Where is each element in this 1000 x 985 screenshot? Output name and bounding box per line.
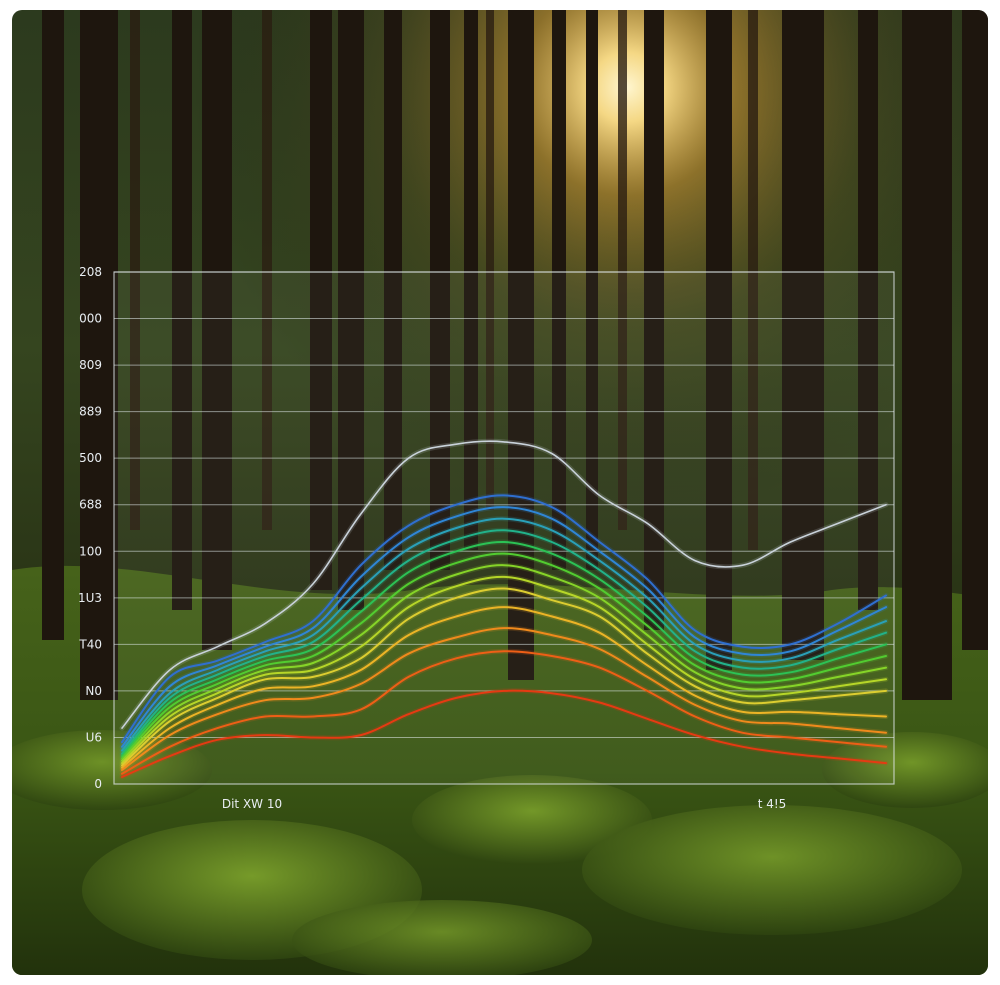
series-line: [121, 627, 887, 771]
y-tick-label: T40: [78, 637, 102, 651]
x-tick-label: t 4!5: [758, 797, 787, 811]
series-line: [121, 529, 887, 755]
series-line: [121, 494, 887, 744]
series-line: [121, 564, 887, 762]
y-tick-label: 809: [79, 358, 102, 372]
y-tick-label: 208: [79, 265, 102, 279]
x-axis-ticks: Dit XW 10 t 4!5: [222, 797, 786, 811]
y-tick-label: 0: [94, 777, 102, 791]
series-lines: [119, 438, 889, 780]
forest-background: [12, 10, 988, 975]
chart-card: 0 U6 N0 T40 1U3 100 688 500 889 809 000 208 Dit XW …: [12, 10, 988, 975]
series-line: [121, 517, 887, 752]
series-line: [121, 650, 887, 775]
y-tick-label: N0: [85, 684, 102, 698]
y-axis-ticks: 0 U6 N0 T40 1U3 100 688 500 889 809 000 208: [78, 265, 102, 791]
forest-chart: 0 U6 N0 T40 1U3 100 688 500 889 809 000 208 Dit XW …: [12, 10, 988, 975]
y-tick-label: 889: [79, 405, 102, 419]
series-line: [121, 606, 887, 769]
series-line: [121, 552, 887, 760]
y-tick-label: 000: [79, 312, 102, 326]
y-tick-label: 1U3: [78, 591, 102, 605]
y-tick-label: U6: [86, 730, 102, 744]
series-line: [121, 540, 887, 758]
y-tick-label: 500: [79, 451, 102, 465]
x-tick-label: Dit XW 10: [222, 797, 282, 811]
series-line: [121, 575, 887, 765]
y-tick-label: 100: [79, 544, 102, 558]
gridlines: [114, 271, 894, 738]
series-line: [121, 440, 887, 729]
series-line: [121, 506, 887, 748]
y-tick-label: 688: [79, 498, 102, 512]
series-line: [121, 689, 887, 778]
plot-frame: [113, 271, 895, 785]
series-line: [121, 587, 887, 767]
